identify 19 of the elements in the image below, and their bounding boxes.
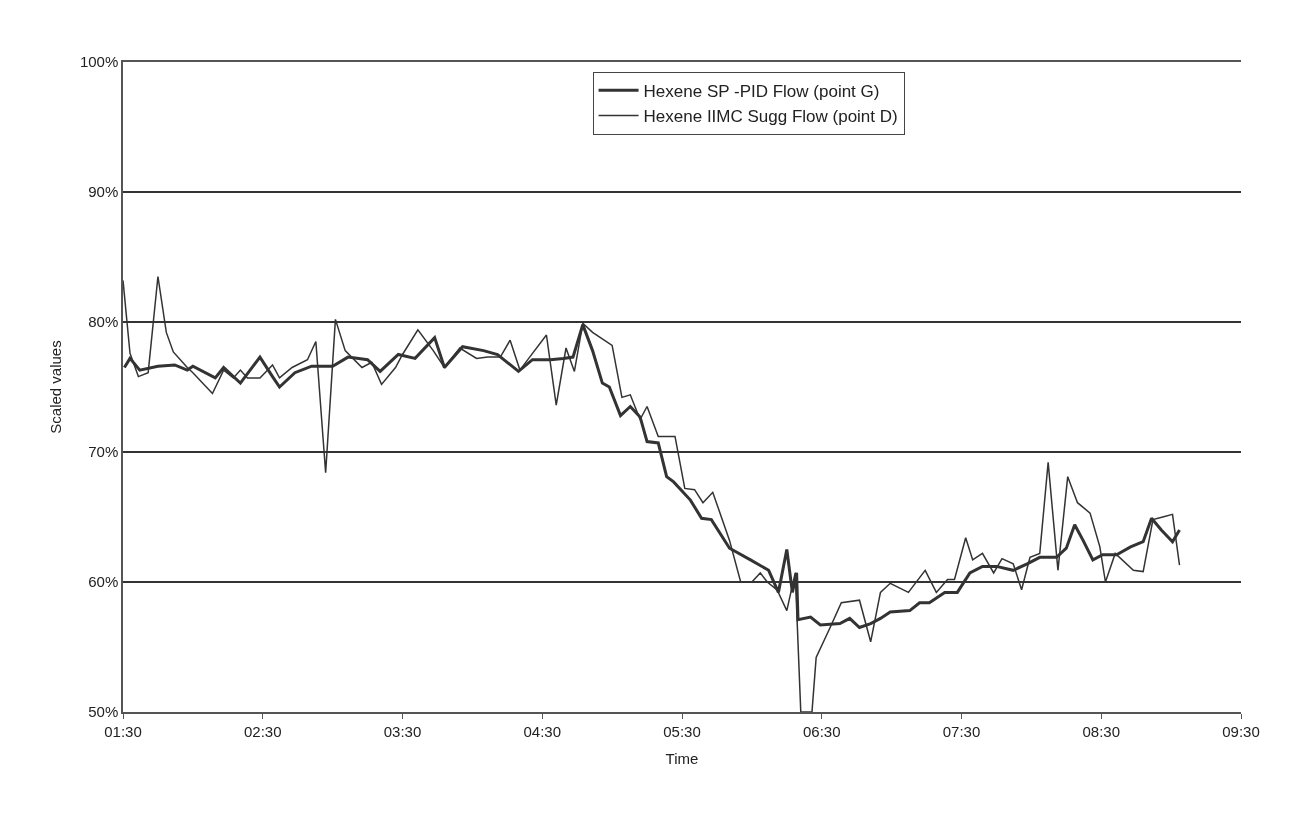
x-tick-label: 08:30 (1082, 722, 1121, 740)
legend-label: Hexene IIMC Sugg Flow (point D) (643, 107, 898, 127)
y-tick-label: 70% (88, 443, 119, 461)
y-tick-label: 80% (88, 313, 119, 331)
y-tick-label: 60% (88, 573, 119, 591)
x-tick-label: 09:30 (1222, 722, 1260, 740)
y-tick-label: 100% (79, 53, 119, 71)
x-tick-label: 05:30 (663, 722, 701, 740)
y-tick-label: 50% (88, 703, 119, 721)
x-tick-label: 02:30 (243, 722, 282, 740)
legend-label: Hexene SP -PID Flow (point G) (643, 81, 880, 101)
x-tick-label: 03:30 (383, 722, 422, 740)
x-tick-label: 01:30 (104, 722, 142, 740)
x-tick-label: 07:30 (942, 722, 981, 740)
x-axis-title: Time (665, 750, 699, 768)
x-tick-label: 06:30 (802, 722, 841, 740)
y-axis-title: Scaled values (46, 340, 64, 434)
x-tick-label: 04:30 (523, 722, 562, 740)
y-tick-label: 90% (88, 183, 119, 201)
